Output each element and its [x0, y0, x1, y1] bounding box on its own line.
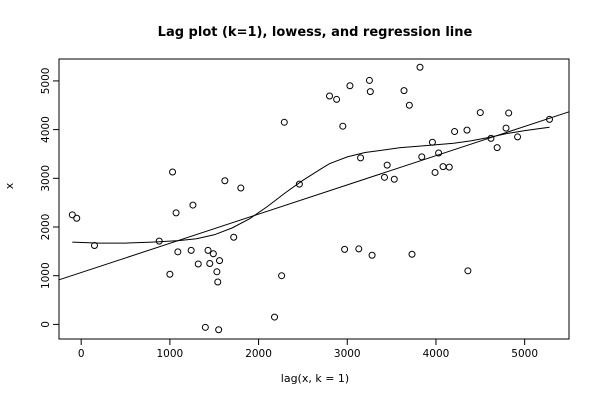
- data-point: [390, 175, 398, 183]
- data-point: [476, 109, 484, 117]
- y-tick-label: 1000: [40, 262, 52, 289]
- data-point: [502, 124, 510, 132]
- data-point: [172, 209, 180, 217]
- y-axis: 0 1000 2000 3000 4000 5000: [40, 68, 59, 328]
- data-point: [204, 246, 212, 254]
- data-point: [90, 242, 98, 250]
- data-point: [545, 115, 553, 123]
- data-point: [209, 250, 217, 258]
- x-tick-label: 4000: [423, 348, 450, 360]
- data-point: [237, 184, 245, 192]
- data-point: [451, 128, 459, 136]
- data-point: [341, 245, 349, 253]
- data-point: [73, 214, 81, 222]
- data-point: [201, 323, 209, 331]
- data-point: [333, 95, 341, 103]
- y-axis-label: x: [3, 182, 16, 189]
- x-axis: 0 1000 2000 3000 4000 5000: [78, 339, 538, 360]
- data-point: [368, 251, 376, 259]
- data-point: [366, 88, 374, 96]
- data-point: [155, 237, 163, 245]
- x-tick-label: 2000: [245, 348, 272, 360]
- data-point: [435, 149, 443, 157]
- data-point: [355, 245, 363, 253]
- data-point: [493, 144, 501, 152]
- chart-title: Lag plot (k=1), lowess, and regression l…: [158, 25, 473, 40]
- data-point: [68, 211, 76, 219]
- x-tick-label: 0: [78, 348, 85, 360]
- y-tick-label: 4000: [40, 116, 52, 143]
- data-point: [408, 250, 416, 258]
- data-point: [357, 154, 365, 162]
- data-point: [213, 268, 221, 276]
- data-point: [365, 76, 373, 84]
- data-point: [439, 163, 447, 171]
- data-point: [295, 180, 303, 188]
- data-point: [431, 168, 439, 176]
- y-tick-label: 0: [40, 321, 52, 328]
- data-point: [215, 326, 223, 334]
- y-tick-label: 2000: [40, 214, 52, 241]
- plot-frame: [58, 58, 570, 340]
- data-point: [405, 101, 413, 109]
- data-point: [169, 168, 177, 176]
- x-tick-label: 5000: [511, 348, 538, 360]
- data-point: [166, 270, 174, 278]
- data-point: [416, 63, 424, 71]
- data-point: [206, 260, 214, 268]
- data-point: [346, 82, 354, 90]
- y-tick-label: 5000: [40, 68, 52, 95]
- data-point: [418, 153, 426, 161]
- data-point: [271, 313, 279, 321]
- x-tick-label: 1000: [157, 348, 184, 360]
- x-tick-label: 3000: [334, 348, 361, 360]
- lowess-curve: [72, 126, 550, 244]
- data-point: [383, 161, 391, 169]
- data-point: [339, 122, 347, 130]
- data-points: [68, 63, 553, 334]
- data-point: [381, 173, 389, 181]
- data-point: [326, 92, 334, 100]
- data-point: [216, 257, 224, 265]
- data-point: [174, 248, 182, 256]
- data-point: [221, 177, 229, 185]
- data-point: [463, 126, 471, 134]
- data-point: [230, 233, 238, 241]
- data-point: [428, 138, 436, 146]
- data-point: [278, 272, 286, 280]
- y-tick-label: 3000: [40, 165, 52, 192]
- data-point: [187, 246, 195, 254]
- data-point: [194, 260, 202, 268]
- x-axis-label: lag(x, k = 1): [281, 372, 349, 385]
- data-point: [214, 278, 222, 286]
- data-point: [464, 267, 472, 275]
- regression-line: [58, 111, 570, 281]
- data-point: [505, 109, 513, 117]
- data-point: [445, 163, 453, 171]
- data-point: [400, 87, 408, 95]
- data-point: [189, 201, 197, 209]
- data-point: [514, 133, 522, 141]
- data-point: [487, 134, 495, 142]
- data-point: [280, 118, 288, 126]
